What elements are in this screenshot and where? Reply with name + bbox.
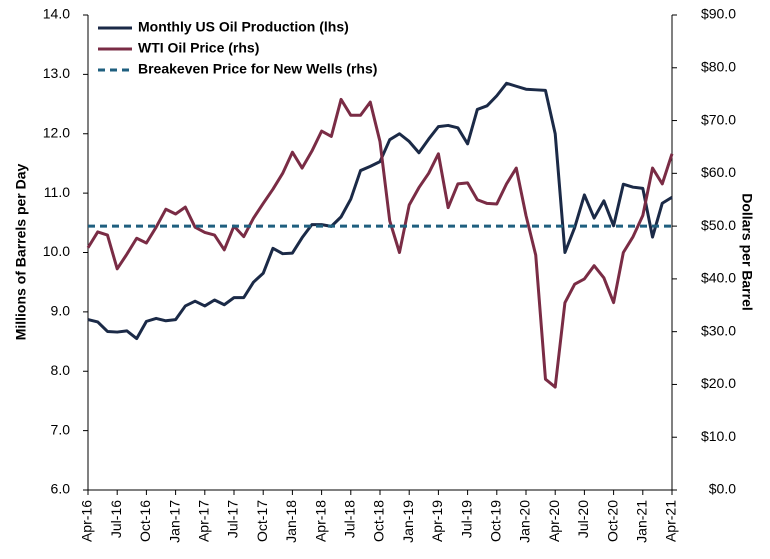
y-tick-label: 12.0 xyxy=(43,124,70,140)
y-tick-label: 7.0 xyxy=(51,421,71,437)
x-tick-label: Oct-18 xyxy=(371,500,387,542)
y-axis-title: Millions of Barrels per Day xyxy=(13,163,29,340)
x-tick-label: Jan-18 xyxy=(283,500,299,543)
y2-tick-label: $40.0 xyxy=(701,270,736,286)
x-tick-label: Oct-17 xyxy=(254,500,270,542)
legend-label: WTI Oil Price (rhs) xyxy=(138,40,259,56)
legend-label: Monthly US Oil Production (lhs) xyxy=(138,19,349,35)
y-tick-label: 11.0 xyxy=(44,184,70,200)
x-tick-label: Oct-19 xyxy=(488,500,504,542)
y2-tick-label: $80.0 xyxy=(701,58,736,74)
y-tick-label: 8.0 xyxy=(51,362,71,378)
x-tick-label: Jul-19 xyxy=(458,500,474,538)
x-tick-label: Jan-21 xyxy=(634,500,650,543)
y2-tick-label: $20.0 xyxy=(701,375,736,391)
x-tick-label: Jan-17 xyxy=(166,500,182,543)
x-tick-label: Oct-16 xyxy=(137,500,153,542)
x-tick-label: Jul-17 xyxy=(225,500,241,538)
y2-tick-label: $70.0 xyxy=(701,111,736,127)
y2-tick-label: $50.0 xyxy=(701,217,736,233)
y2-tick-label: $60.0 xyxy=(701,164,736,180)
y2-tick-label: $0.0 xyxy=(709,481,736,497)
y-tick-label: 9.0 xyxy=(51,303,71,319)
x-tick-label: Apr-18 xyxy=(312,500,328,542)
legend-label: Breakeven Price for New Wells (rhs) xyxy=(138,61,377,77)
y2-tick-label: $90.0 xyxy=(701,6,736,22)
x-tick-label: Oct-20 xyxy=(604,500,620,542)
y2-tick-label: $30.0 xyxy=(701,322,736,338)
x-tick-label: Apr-17 xyxy=(196,500,212,542)
y-tick-label: 10.0 xyxy=(43,243,70,259)
series-line xyxy=(87,81,673,341)
y-tick-label: 13.0 xyxy=(43,65,70,81)
y-tick-label: 14.0 xyxy=(43,6,70,22)
y2-tick-label: $10.0 xyxy=(701,428,736,444)
x-tick-label: Jan-20 xyxy=(517,500,533,543)
x-tick-label: Apr-20 xyxy=(546,500,562,542)
y-tick-label: 6.0 xyxy=(51,481,71,497)
x-tick-label: Apr-16 xyxy=(79,500,95,542)
x-tick-label: Apr-19 xyxy=(429,500,445,542)
y2-axis-title: Dollars per Barrel xyxy=(739,193,755,311)
series-line xyxy=(86,97,674,389)
x-tick-label: Jul-18 xyxy=(342,500,358,538)
x-tick-label: Jul-16 xyxy=(108,500,124,538)
x-tick-label: Jan-19 xyxy=(400,500,416,543)
x-tick-label: Apr-21 xyxy=(663,500,679,542)
x-tick-label: Jul-20 xyxy=(575,500,591,538)
